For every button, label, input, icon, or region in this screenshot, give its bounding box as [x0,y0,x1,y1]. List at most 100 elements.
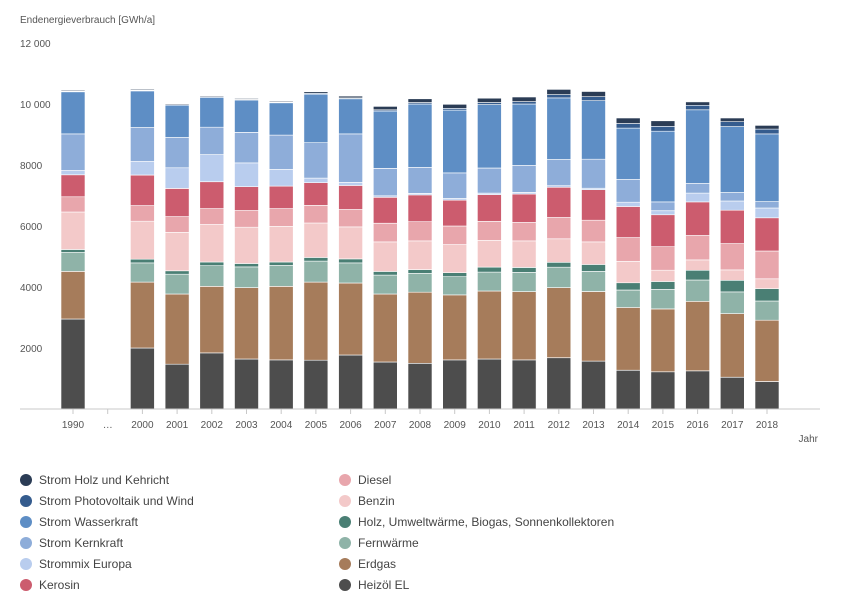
legend-item[interactable]: Benzin [339,494,395,508]
bar-segment-2004-3[interactable] [268,261,294,266]
bar-segment-2016-9[interactable] [685,109,710,184]
bar-segment-2014-11[interactable] [615,117,641,124]
bar-segment-1990-9[interactable] [60,91,86,135]
bar-segment-2013-8[interactable] [581,158,606,189]
bar-segment-2002-8[interactable] [199,126,225,155]
bar-segment-2015-5[interactable] [650,246,676,271]
bar-segment-2013-5[interactable] [581,219,606,243]
bar-segment-2003-2[interactable] [234,266,259,288]
bar-segment-2010-10[interactable] [477,102,502,105]
bar-segment-2005-1[interactable] [303,281,329,361]
bar-segment-2018-7[interactable] [754,207,780,219]
bar-segment-2004-7[interactable] [268,169,294,187]
bar-segment-2002-9[interactable] [199,97,225,128]
bar-segment-2006-2[interactable] [338,262,363,284]
bar-segment-2013-1[interactable] [581,291,606,362]
bar-segment-2016-3[interactable] [685,269,710,281]
bar-segment-2018-11[interactable] [754,125,780,130]
bar-segment-2006-1[interactable] [338,282,363,356]
legend-item[interactable]: Fernwärme [339,536,419,550]
bar-segment-2014-8[interactable] [615,179,641,203]
bar-segment-2001-11[interactable] [164,103,190,105]
bar-segment-2000-1[interactable] [130,281,155,349]
bar-segment-2004-2[interactable] [268,264,294,287]
bar-segment-2012-1[interactable] [546,287,572,359]
bar-segment-2010-3[interactable] [477,266,502,273]
bar-segment-2005-11[interactable] [303,91,329,94]
legend-item[interactable]: Strom Holz und Kehricht [20,473,169,487]
legend-item[interactable]: Heizöl EL [339,578,409,592]
legend-item[interactable]: Strom Kernkraft [20,536,123,550]
bar-segment-2014-3[interactable] [615,282,641,291]
bar-segment-2012-2[interactable] [546,266,572,288]
bar-segment-2006-8[interactable] [338,133,363,183]
bar-segment-2007-5[interactable] [372,223,398,243]
bar-segment-2012-6[interactable] [546,187,572,218]
bar-segment-2003-11[interactable] [234,98,259,100]
bar-segment-2017-1[interactable] [719,313,745,378]
bar-segment-1990-0[interactable] [60,318,86,410]
bar-segment-2002-7[interactable] [199,154,225,183]
bar-segment-2016-7[interactable] [685,192,710,203]
bar-segment-2002-3[interactable] [199,261,225,267]
bar-segment-2018-6[interactable] [754,217,780,252]
bar-segment-2009-5[interactable] [442,225,468,245]
bar-segment-2009-8[interactable] [442,172,468,199]
bar-segment-2014-5[interactable] [615,237,641,262]
bar-segment-2011-2[interactable] [511,272,537,292]
bar-segment-2017-2[interactable] [719,291,745,314]
bar-segment-1990-6[interactable] [60,174,86,198]
bar-segment-2001-3[interactable] [164,270,190,275]
bar-segment-2017-0[interactable] [719,376,745,410]
bar-segment-2006-11[interactable] [338,95,363,99]
bar-segment-2004-6[interactable] [268,185,294,209]
bar-segment-2014-1[interactable] [615,307,641,371]
bar-segment-2014-2[interactable] [615,289,641,308]
bar-segment-2009-0[interactable] [442,359,468,410]
bar-segment-2008-7[interactable] [407,193,433,196]
bar-segment-2017-4[interactable] [719,269,745,281]
bar-segment-2014-7[interactable] [615,201,641,207]
legend-item[interactable]: Kerosin [20,578,80,592]
bar-segment-2005-8[interactable] [303,142,329,179]
bar-segment-2006-5[interactable] [338,209,363,228]
bar-segment-2010-11[interactable] [477,97,502,103]
bar-segment-2007-9[interactable] [372,110,398,169]
bar-segment-2006-4[interactable] [338,226,363,260]
bar-segment-2013-11[interactable] [581,91,606,97]
legend-item[interactable]: Strommix Europa [20,557,132,571]
bar-segment-2015-1[interactable] [650,308,676,373]
bar-segment-2013-9[interactable] [581,100,606,160]
bar-segment-2011-11[interactable] [511,96,537,102]
bar-segment-2008-1[interactable] [407,291,433,364]
bar-segment-2007-0[interactable] [372,361,398,410]
bar-segment-2008-9[interactable] [407,103,433,168]
bar-segment-2013-3[interactable] [581,264,606,272]
bar-segment-2018-9[interactable] [754,133,780,202]
bar-segment-2014-6[interactable] [615,206,641,238]
bar-segment-2009-6[interactable] [442,199,468,227]
bar-segment-2005-0[interactable] [303,359,329,410]
bar-segment-2004-5[interactable] [268,208,294,227]
bar-segment-2015-9[interactable] [650,130,676,203]
bar-segment-2016-2[interactable] [685,279,710,302]
bar-segment-1990-11[interactable] [60,90,86,92]
bar-segment-2000-6[interactable] [130,174,155,206]
bar-segment-2010-8[interactable] [477,167,502,194]
bar-segment-2011-6[interactable] [511,193,537,223]
bar-segment-2008-4[interactable] [407,240,433,270]
bar-segment-2010-2[interactable] [477,271,502,292]
bar-segment-2013-4[interactable] [581,241,606,265]
bar-segment-2007-4[interactable] [372,241,398,272]
bar-segment-2016-4[interactable] [685,259,710,271]
bar-segment-2018-8[interactable] [754,201,780,209]
bar-segment-2011-4[interactable] [511,240,537,268]
bar-segment-2005-9[interactable] [303,93,329,143]
bar-segment-2017-6[interactable] [719,209,745,244]
bar-segment-2007-2[interactable] [372,274,398,295]
bar-segment-2008-3[interactable] [407,269,433,274]
bar-segment-2014-0[interactable] [615,369,641,410]
legend-item[interactable]: Strom Wasserkraft [20,515,138,529]
bar-segment-2018-3[interactable] [754,288,780,302]
bar-segment-2017-7[interactable] [719,200,745,211]
